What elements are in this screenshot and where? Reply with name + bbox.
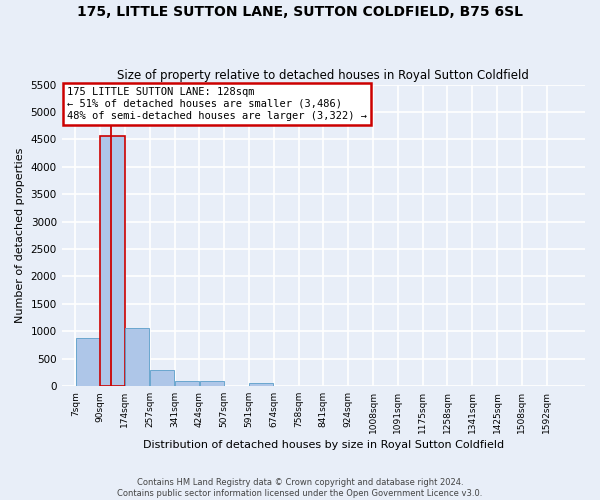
Bar [250,383,273,386]
Bar [76,338,100,386]
Y-axis label: Number of detached properties: Number of detached properties [15,148,25,323]
Text: 175 LITTLE SUTTON LANE: 128sqm
← 51% of detached houses are smaller (3,486)
48% : 175 LITTLE SUTTON LANE: 128sqm ← 51% of … [67,88,367,120]
Text: Contains HM Land Registry data © Crown copyright and database right 2024.
Contai: Contains HM Land Registry data © Crown c… [118,478,482,498]
Bar [175,381,199,386]
Title: Size of property relative to detached houses in Royal Sutton Coldfield: Size of property relative to detached ho… [118,69,529,82]
Bar [150,370,174,386]
X-axis label: Distribution of detached houses by size in Royal Sutton Coldfield: Distribution of detached houses by size … [143,440,504,450]
Bar [125,328,149,386]
Bar [100,136,125,386]
Text: 175, LITTLE SUTTON LANE, SUTTON COLDFIELD, B75 6SL: 175, LITTLE SUTTON LANE, SUTTON COLDFIEL… [77,5,523,19]
Bar [200,381,224,386]
